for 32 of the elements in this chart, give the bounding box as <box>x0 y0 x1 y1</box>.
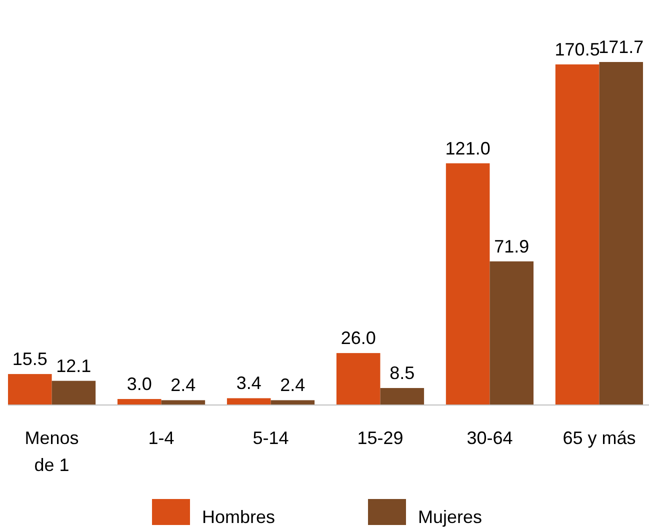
bar <box>446 163 490 405</box>
x-tick-label: 65 y más <box>562 428 636 448</box>
bar <box>336 353 380 405</box>
legend-label: Hombres <box>202 507 276 527</box>
x-tick-label: 1-4 <box>148 428 174 448</box>
data-label: 2.4 <box>280 375 306 396</box>
data-label: 71.9 <box>494 236 530 256</box>
data-label: 170.5 <box>554 39 600 60</box>
data-label: 3.4 <box>236 373 262 394</box>
x-tick-label: 30-64 <box>466 428 513 448</box>
data-label: 171.7 <box>598 37 644 57</box>
legend-label: Mujeres <box>418 507 482 527</box>
data-label: 15.5 <box>12 349 48 370</box>
bar <box>8 374 52 405</box>
data-label: 3.0 <box>126 374 152 394</box>
bar <box>599 62 643 405</box>
data-label: 12.1 <box>56 356 92 376</box>
x-tick-label: 15-29 <box>357 428 404 448</box>
bar <box>52 380 96 405</box>
bar <box>226 398 271 405</box>
bar <box>555 64 600 405</box>
data-label: 26.0 <box>340 328 376 348</box>
x-tick-label: Menos de 1 <box>24 428 79 475</box>
x-tick-label: 5-14 <box>252 428 289 448</box>
bar <box>380 388 424 405</box>
data-label: 2.4 <box>170 375 196 396</box>
bar <box>117 399 162 405</box>
bar <box>490 261 534 405</box>
data-label: 121.0 <box>445 138 490 158</box>
bar <box>161 400 206 405</box>
bar <box>270 400 315 405</box>
data-label: 8.5 <box>390 363 415 384</box>
